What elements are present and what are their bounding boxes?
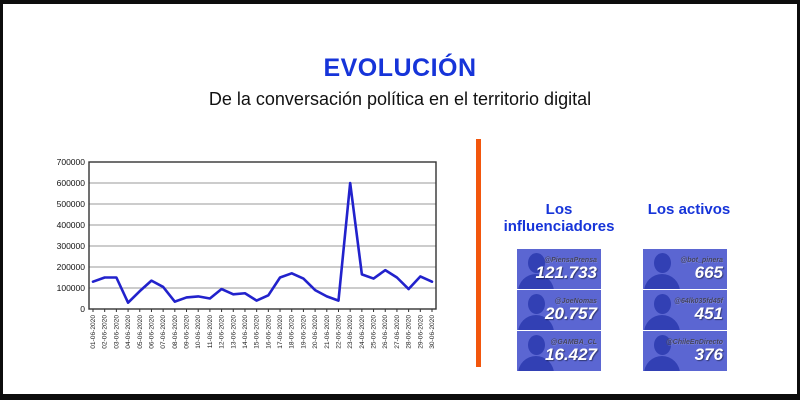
- influencer-card: @GAMBA_CL 16.427: [517, 331, 601, 371]
- account-metric: 451: [694, 304, 723, 323]
- svg-text:17-06-2020: 17-06-2020: [277, 315, 284, 349]
- svg-text:10-06-2020: 10-06-2020: [195, 315, 202, 349]
- svg-text:300000: 300000: [57, 241, 86, 251]
- account-handle: @bot_pinera: [680, 257, 723, 264]
- svg-text:30-06-2020: 30-06-2020: [429, 315, 436, 349]
- svg-text:19-06-2020: 19-06-2020: [300, 315, 307, 349]
- user-avatar-icon: [528, 253, 545, 273]
- svg-text:24-06-2020: 24-06-2020: [359, 315, 366, 349]
- header: EVOLUCIÓN De la conversación política en…: [3, 54, 797, 110]
- influencer-card: @JoeNomas 20.757: [517, 290, 601, 330]
- svg-text:100000: 100000: [57, 283, 86, 293]
- svg-text:11-06-2020: 11-06-2020: [207, 315, 214, 349]
- user-avatar-icon: [654, 294, 671, 314]
- account-handle: @ChileEnDirecto: [665, 339, 723, 346]
- actives-panel-title: Los activos: [647, 201, 731, 218]
- svg-text:22-06-2020: 22-06-2020: [335, 315, 342, 349]
- user-avatar-icon: [518, 274, 554, 289]
- svg-text:29-06-2020: 29-06-2020: [417, 315, 424, 349]
- svg-text:28-06-2020: 28-06-2020: [406, 315, 413, 349]
- user-avatar-icon: [528, 294, 545, 314]
- svg-text:500000: 500000: [57, 199, 86, 209]
- svg-text:16-06-2020: 16-06-2020: [265, 315, 272, 349]
- svg-text:700000: 700000: [57, 157, 86, 167]
- svg-text:06-06-2020: 06-06-2020: [148, 315, 155, 349]
- vertical-divider: [476, 139, 481, 367]
- influencers-panel-title: Los influenciadores: [503, 201, 615, 235]
- account-metric: 16.427: [545, 345, 597, 364]
- svg-text:12-06-2020: 12-06-2020: [219, 315, 226, 349]
- account-metric: 376: [694, 345, 723, 364]
- svg-text:18-06-2020: 18-06-2020: [289, 315, 296, 349]
- active-card: @ChileEnDirecto 376: [643, 331, 727, 371]
- user-avatar-icon: [654, 253, 671, 273]
- svg-text:20-06-2020: 20-06-2020: [312, 315, 319, 349]
- account-metric: 665: [694, 263, 723, 282]
- svg-text:03-06-2020: 03-06-2020: [113, 315, 120, 349]
- page-subtitle: De la conversación política en el territ…: [208, 89, 592, 109]
- active-card: @bot_pinera 665: [643, 249, 727, 289]
- svg-text:08-06-2020: 08-06-2020: [172, 315, 179, 349]
- user-avatar-icon: [644, 315, 680, 330]
- user-avatar-icon: [654, 335, 671, 355]
- svg-text:04-06-2020: 04-06-2020: [125, 315, 132, 349]
- user-avatar-icon: [644, 356, 680, 371]
- svg-text:01-06-2020: 01-06-2020: [90, 315, 97, 349]
- account-metric: 121.733: [535, 263, 597, 282]
- svg-text:25-06-2020: 25-06-2020: [371, 315, 378, 349]
- account-handle: @GAMBA_CL: [550, 339, 598, 346]
- svg-text:15-06-2020: 15-06-2020: [254, 315, 261, 349]
- svg-text:14-06-2020: 14-06-2020: [242, 315, 249, 349]
- svg-text:200000: 200000: [57, 262, 86, 272]
- svg-text:26-06-2020: 26-06-2020: [382, 315, 389, 349]
- svg-text:400000: 400000: [57, 220, 86, 230]
- svg-text:27-06-2020: 27-06-2020: [394, 315, 401, 349]
- account-handle: @JoeNomas: [554, 298, 597, 305]
- actives-card-list: @bot_pinera 665 @64lk035fd45f 451 @Chile…: [643, 249, 727, 371]
- svg-text:23-06-2020: 23-06-2020: [347, 315, 354, 349]
- influencers-card-list: @PiensaPrensa 121.733 @JoeNomas 20.757 @…: [517, 249, 601, 371]
- svg-text:09-06-2020: 09-06-2020: [184, 315, 191, 349]
- account-handle: @PiensaPrensa: [544, 257, 597, 264]
- svg-text:0: 0: [80, 304, 85, 314]
- evolution-line-chart: 0 100000 200000 300000 400000 500000 600000 700…: [41, 152, 451, 387]
- user-avatar-icon: [518, 356, 554, 371]
- account-handle: @64lk035fd45f: [674, 298, 723, 305]
- svg-text:07-06-2020: 07-06-2020: [160, 315, 167, 349]
- page-title: EVOLUCIÓN: [323, 54, 477, 82]
- user-avatar-icon: [644, 274, 680, 289]
- active-card: @64lk035fd45f 451: [643, 290, 727, 330]
- svg-text:600000: 600000: [57, 178, 86, 188]
- svg-text:13-06-2020: 13-06-2020: [230, 315, 237, 349]
- svg-text:05-06-2020: 05-06-2020: [137, 315, 144, 349]
- influencer-card: @PiensaPrensa 121.733: [517, 249, 601, 289]
- svg-text:02-06-2020: 02-06-2020: [102, 315, 109, 349]
- account-metric: 20.757: [545, 304, 597, 323]
- user-avatar-icon: [528, 335, 545, 355]
- user-avatar-icon: [518, 315, 554, 330]
- svg-text:21-06-2020: 21-06-2020: [324, 315, 331, 349]
